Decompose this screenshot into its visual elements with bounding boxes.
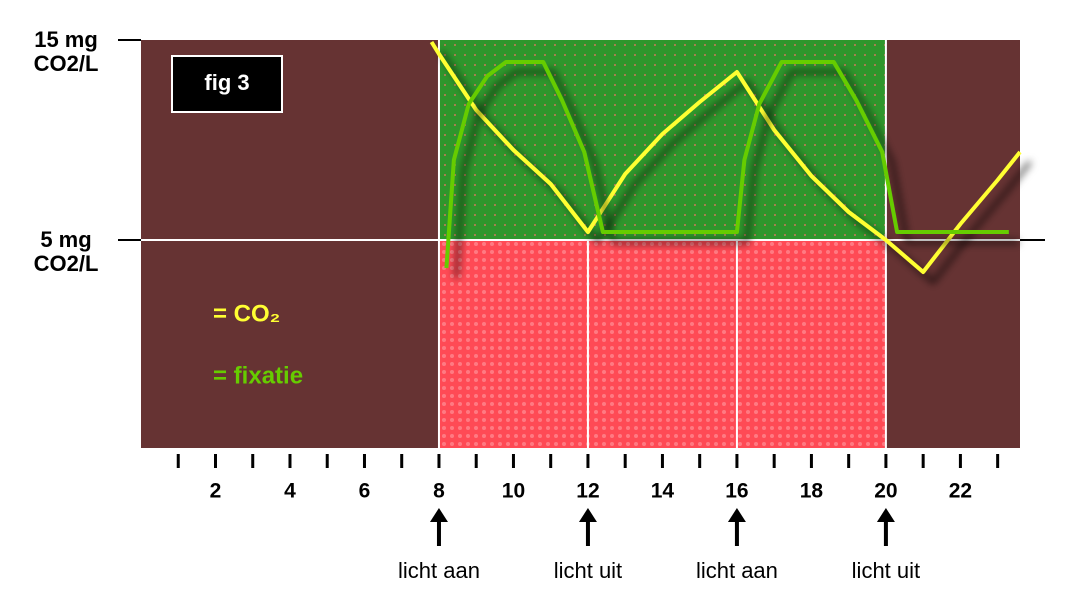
series-line: [444, 60, 1009, 269]
chart-title: fig 3: [204, 70, 249, 95]
annotation-arrowhead: [876, 508, 895, 522]
background-layer: [141, 40, 1020, 448]
annotation-label: licht aan: [696, 558, 778, 583]
y-tick-label: 5 mg CO2/L: [33, 227, 99, 276]
legend-label: = CO₂: [213, 300, 280, 327]
lines-layer: [429, 40, 1022, 274]
light-region-lower: [438, 240, 886, 448]
light-region-upper: [438, 40, 886, 240]
x-tick-label: 10: [502, 480, 525, 503]
annotation-arrowhead: [429, 508, 448, 522]
annotation-label: licht aan: [398, 558, 480, 583]
title-box: [171, 55, 283, 113]
annotation-label: licht uit: [852, 558, 920, 583]
x-tick-label: 2: [210, 480, 222, 503]
x-tick-label: 6: [359, 480, 371, 503]
series-line: [429, 40, 1022, 274]
x-tick-label: 16: [725, 480, 748, 503]
x-tick-label: 18: [800, 480, 824, 503]
annotation-label: licht uit: [554, 558, 622, 583]
legend-label: = fixatie: [213, 362, 303, 389]
x-tick-label: 12: [576, 480, 599, 503]
annotation-arrowhead: [727, 508, 746, 522]
x-tick-label: 8: [433, 480, 445, 503]
y-tick-label: 15 mg CO2/L: [33, 27, 99, 76]
x-tick-label: 22: [949, 480, 972, 503]
x-tick-label: 20: [874, 480, 897, 503]
annotation-arrowhead: [578, 508, 597, 522]
x-tick-label: 14: [651, 480, 675, 503]
x-tick-label: 4: [284, 480, 296, 503]
